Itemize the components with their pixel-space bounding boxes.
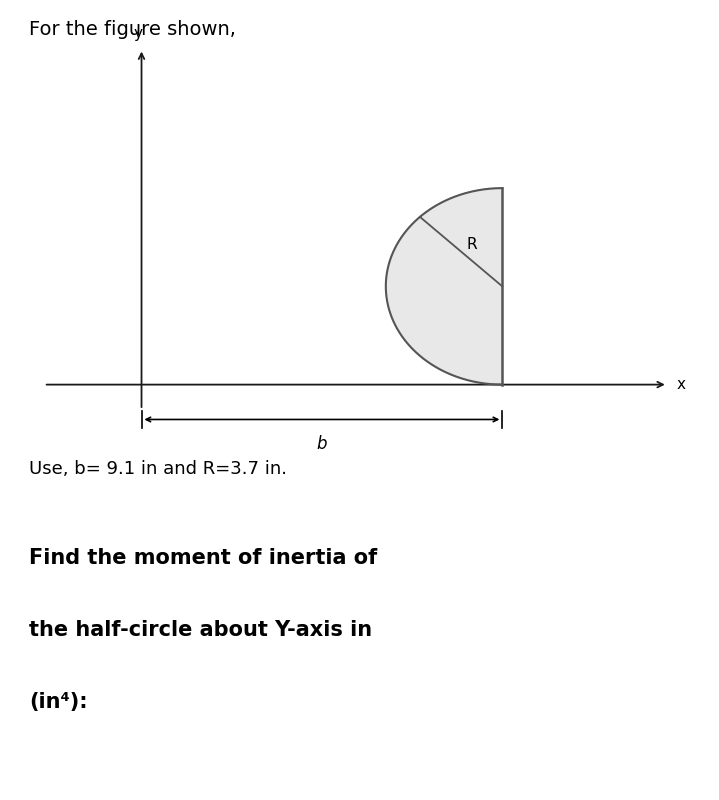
- Polygon shape: [386, 188, 503, 385]
- Text: Use, b= 9.1 in and R=3.7 in.: Use, b= 9.1 in and R=3.7 in.: [29, 460, 287, 478]
- Text: R: R: [466, 238, 477, 253]
- Text: (in⁴):: (in⁴):: [29, 692, 88, 712]
- Text: x: x: [677, 377, 686, 392]
- Text: y: y: [133, 26, 142, 41]
- Text: b: b: [316, 435, 327, 454]
- Text: For the figure shown,: For the figure shown,: [29, 20, 236, 39]
- Text: the half-circle about Y-axis in: the half-circle about Y-axis in: [29, 620, 372, 640]
- Text: Find the moment of inertia of: Find the moment of inertia of: [29, 548, 377, 568]
